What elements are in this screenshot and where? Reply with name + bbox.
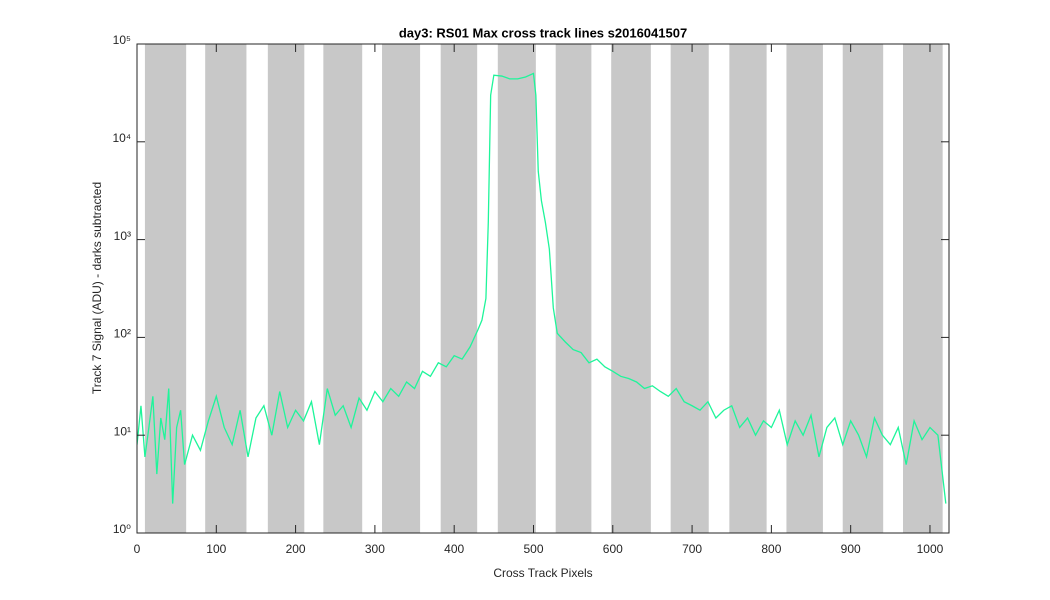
y-axis-label: Track 7 Signal (ADU) - darks subtracted [90,182,104,394]
shaded-band [786,44,823,533]
shaded-band [903,44,943,533]
x-tick-label: 700 [682,542,702,556]
x-tick-label: 900 [841,542,861,556]
x-tick-label: 200 [286,542,306,556]
x-tick-label: 500 [523,542,543,556]
x-tick-label: 0 [134,542,141,556]
x-axis-label: Cross Track Pixels [493,566,592,580]
x-tick-label: 300 [365,542,385,556]
y-tick-label: 10⁰ [113,522,131,536]
shaded-band [440,44,478,533]
axes-box [136,43,950,534]
shaded-band [205,44,247,533]
chart-title: day3: RS01 Max cross track lines s201604… [399,25,687,40]
shaded-band [323,44,363,533]
y-tick-label: 10⁴ [112,131,131,145]
y-tick-label: 10³ [114,229,131,243]
shaded-band [497,44,536,533]
shaded-band [382,44,421,533]
plot-background [137,44,949,533]
x-tick-label: 800 [761,542,781,556]
shaded-band [670,44,709,533]
x-tick-label: 100 [206,542,226,556]
shaded-band [611,44,651,533]
data-line [137,72,947,504]
shaded-band [555,44,592,533]
x-tick-label: 400 [444,542,464,556]
y-tick-label: 10² [114,327,131,341]
shaded-band [144,44,187,533]
shaded-band [729,44,767,533]
x-tick-label: 600 [603,542,623,556]
shaded-band [267,44,305,533]
y-tick-label: 10⁵ [113,33,131,47]
x-tick-label: 1000 [917,542,944,556]
plot-lines [137,72,947,504]
shaded-band [842,44,884,533]
y-tick-label: 10¹ [114,424,131,438]
